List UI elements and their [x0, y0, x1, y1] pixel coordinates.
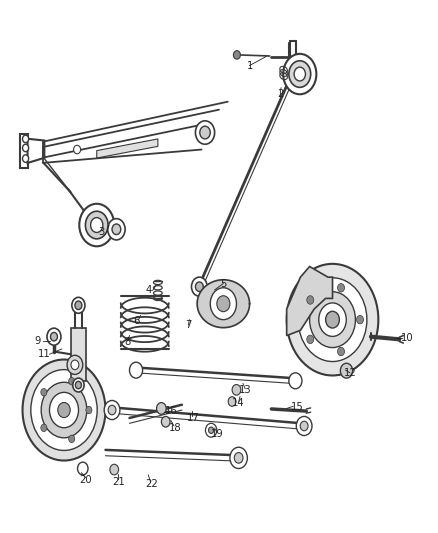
Polygon shape: [97, 139, 158, 158]
Circle shape: [340, 364, 353, 378]
Circle shape: [195, 121, 215, 144]
Circle shape: [156, 402, 166, 414]
Circle shape: [208, 427, 214, 433]
Text: 13: 13: [239, 385, 251, 395]
Text: 17: 17: [187, 413, 199, 423]
Circle shape: [69, 377, 75, 385]
Circle shape: [228, 397, 236, 406]
Text: 21: 21: [112, 477, 125, 487]
Circle shape: [75, 301, 82, 310]
Circle shape: [234, 453, 243, 463]
Circle shape: [41, 389, 47, 396]
Text: 12: 12: [343, 368, 357, 378]
Text: 6: 6: [133, 316, 139, 326]
Circle shape: [22, 135, 28, 143]
Circle shape: [230, 447, 247, 469]
Text: 9: 9: [35, 336, 41, 346]
Circle shape: [78, 462, 88, 475]
Text: 15: 15: [291, 402, 304, 413]
Text: 18: 18: [169, 423, 182, 433]
Circle shape: [210, 288, 237, 320]
Text: 5: 5: [220, 279, 226, 288]
Circle shape: [300, 421, 308, 431]
Circle shape: [283, 54, 316, 94]
Circle shape: [232, 384, 241, 395]
Circle shape: [22, 360, 106, 461]
Circle shape: [73, 378, 84, 392]
Circle shape: [319, 303, 346, 336]
Text: 8: 8: [124, 337, 131, 347]
Circle shape: [161, 416, 170, 427]
Circle shape: [310, 292, 356, 348]
Circle shape: [22, 155, 28, 163]
Circle shape: [22, 144, 28, 152]
Text: 2: 2: [277, 88, 283, 99]
Polygon shape: [287, 266, 332, 336]
Circle shape: [217, 296, 230, 312]
Circle shape: [31, 369, 97, 450]
Text: 14: 14: [232, 398, 245, 408]
Text: 22: 22: [145, 480, 158, 489]
Circle shape: [72, 297, 85, 313]
Circle shape: [294, 67, 305, 81]
Text: 4: 4: [146, 286, 152, 295]
Circle shape: [108, 405, 116, 415]
Circle shape: [130, 362, 143, 378]
Circle shape: [205, 423, 217, 437]
Circle shape: [112, 224, 121, 235]
Circle shape: [296, 416, 312, 435]
Circle shape: [307, 296, 314, 304]
Circle shape: [47, 328, 61, 345]
Circle shape: [110, 464, 119, 475]
Text: 16: 16: [165, 406, 177, 416]
Circle shape: [298, 278, 367, 361]
Circle shape: [91, 217, 103, 232]
Text: 20: 20: [80, 475, 92, 485]
Circle shape: [41, 382, 87, 438]
Circle shape: [191, 277, 207, 296]
Polygon shape: [20, 134, 28, 168]
Circle shape: [69, 435, 75, 442]
Circle shape: [233, 51, 240, 59]
Polygon shape: [197, 280, 250, 328]
Text: 19: 19: [211, 429, 224, 439]
Circle shape: [338, 348, 345, 356]
Circle shape: [67, 356, 83, 374]
Text: 11: 11: [38, 349, 51, 359]
Circle shape: [200, 126, 210, 139]
Circle shape: [104, 400, 120, 419]
Circle shape: [85, 211, 108, 239]
Polygon shape: [71, 328, 86, 381]
Circle shape: [41, 424, 47, 432]
Text: 10: 10: [400, 333, 413, 343]
Circle shape: [307, 335, 314, 344]
Circle shape: [71, 360, 79, 369]
Circle shape: [75, 381, 81, 389]
Circle shape: [49, 392, 78, 427]
Circle shape: [338, 284, 345, 292]
Circle shape: [289, 373, 302, 389]
Circle shape: [289, 61, 311, 87]
Circle shape: [58, 402, 70, 418]
Circle shape: [287, 264, 378, 375]
Circle shape: [79, 204, 114, 246]
Circle shape: [74, 146, 81, 154]
Text: 3: 3: [98, 227, 104, 237]
Text: 7: 7: [185, 320, 191, 330]
Circle shape: [357, 316, 364, 324]
Circle shape: [86, 406, 92, 414]
Circle shape: [50, 333, 57, 341]
Circle shape: [108, 219, 125, 240]
Text: 1: 1: [247, 61, 253, 70]
Polygon shape: [28, 139, 44, 163]
Circle shape: [195, 282, 203, 292]
Circle shape: [325, 311, 339, 328]
